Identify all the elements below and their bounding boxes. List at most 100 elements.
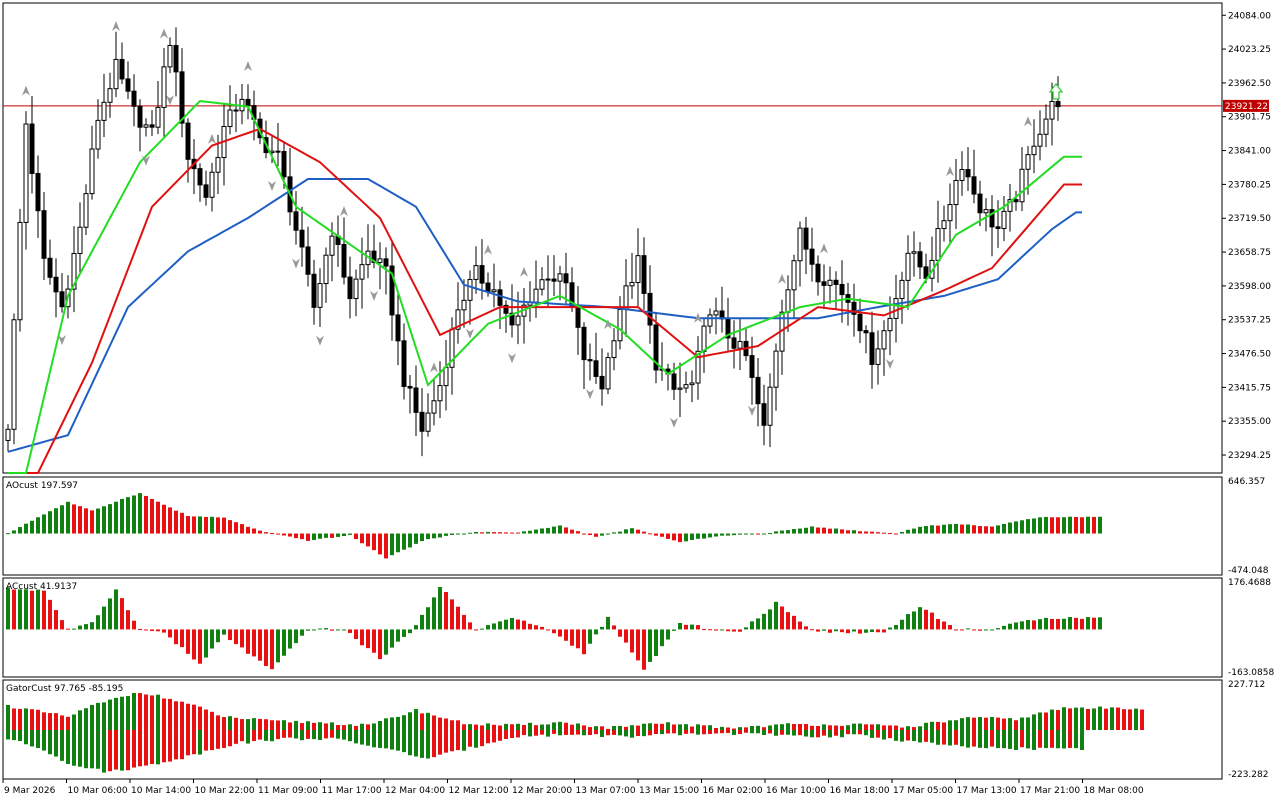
ao-bar bbox=[582, 533, 586, 535]
ac-bar bbox=[906, 614, 910, 630]
gator-lower-bar bbox=[720, 729, 724, 734]
ao-bar bbox=[954, 523, 958, 534]
ao-bar bbox=[786, 530, 790, 534]
fractal-up-icon bbox=[430, 362, 438, 373]
ac-bar bbox=[126, 610, 130, 630]
ao-bar bbox=[1014, 521, 1018, 534]
ac-bar bbox=[474, 629, 478, 631]
ao-bar bbox=[360, 533, 364, 544]
fractal-down-icon bbox=[586, 389, 594, 400]
time-axis-label: 17 Mar 13:00 bbox=[957, 786, 1017, 796]
gator-upper-bar bbox=[12, 708, 16, 730]
candle-bear bbox=[125, 78, 131, 92]
ac-bar bbox=[882, 629, 886, 633]
fractal-down-icon bbox=[268, 180, 276, 191]
gator-lower-bar bbox=[552, 729, 556, 734]
gator-upper-bar bbox=[114, 697, 118, 730]
ao-bar bbox=[738, 533, 742, 535]
candle-bear bbox=[311, 273, 317, 308]
ac-bar bbox=[42, 590, 46, 630]
candle-bull bbox=[875, 348, 881, 365]
gator-upper-bar bbox=[864, 724, 868, 730]
gator-upper-bar bbox=[486, 723, 490, 730]
ac-bar bbox=[54, 610, 58, 630]
ac-bar bbox=[102, 606, 106, 630]
ac-bar bbox=[426, 607, 430, 630]
ac-bar bbox=[234, 629, 238, 645]
ac-bar bbox=[1044, 617, 1048, 630]
fractal-up-icon bbox=[946, 166, 954, 177]
gator-upper-bar bbox=[954, 720, 958, 730]
ac-bar bbox=[606, 616, 610, 630]
candle-bear bbox=[755, 376, 761, 405]
gator-lower-bar bbox=[600, 729, 604, 738]
price-axis-label: 23719.50 bbox=[1228, 214, 1271, 224]
gator-lower-bar bbox=[450, 729, 454, 752]
ac-bar bbox=[852, 629, 856, 632]
gator-lower-bar bbox=[774, 729, 778, 736]
candle-bull bbox=[1049, 100, 1055, 120]
candle-bear bbox=[389, 265, 395, 316]
ac-bar bbox=[972, 629, 976, 631]
candle-bull bbox=[461, 299, 467, 311]
gator-lower-bar bbox=[768, 729, 772, 734]
ac-bar bbox=[240, 629, 244, 648]
time-axis-label: 12 Mar 20:00 bbox=[512, 786, 572, 796]
ao-bar bbox=[516, 532, 520, 534]
ao-bar bbox=[126, 497, 130, 534]
time-axis-label: 11 Mar 09:00 bbox=[258, 786, 318, 796]
gator-lower-bar bbox=[624, 729, 628, 737]
gator-lower-bar bbox=[1068, 729, 1072, 748]
ao-bar bbox=[144, 495, 148, 534]
gator-lower-bar bbox=[438, 729, 442, 755]
ao-bar bbox=[198, 516, 202, 534]
gator-upper-bar bbox=[582, 725, 586, 730]
gator-lower-bar bbox=[54, 729, 58, 757]
ac-bar bbox=[282, 629, 286, 656]
ao-bar bbox=[762, 533, 766, 535]
gator-lower-bar bbox=[762, 729, 766, 735]
gator-lower-bar bbox=[930, 729, 934, 743]
ao-bar bbox=[378, 533, 382, 555]
ac-bar bbox=[300, 629, 304, 636]
pane-frame-price bbox=[2, 2, 1223, 474]
ao-bar bbox=[672, 533, 676, 541]
ac-bar bbox=[114, 589, 118, 630]
ao-bar bbox=[534, 529, 538, 534]
ao-bar bbox=[642, 531, 646, 534]
ac-bar bbox=[198, 629, 202, 664]
gator-lower-bar bbox=[444, 729, 448, 753]
gator-lower-bar bbox=[348, 729, 352, 742]
candle-bear bbox=[821, 281, 827, 286]
candle-bull bbox=[959, 169, 965, 181]
gator-lower-bar bbox=[516, 729, 520, 738]
gator-lower-bar bbox=[318, 729, 322, 740]
candle-bear bbox=[203, 184, 209, 198]
gator-upper-bar bbox=[756, 725, 760, 730]
gator-upper-bar bbox=[96, 702, 100, 730]
ao-bar bbox=[324, 533, 328, 538]
gator-upper-bar bbox=[186, 703, 190, 730]
ac-bar bbox=[672, 629, 676, 631]
ao-bar bbox=[306, 533, 310, 541]
ac-bar bbox=[654, 629, 658, 657]
time-axis-label: 11 Mar 17:00 bbox=[322, 786, 382, 796]
gator-lower-bar bbox=[462, 729, 466, 751]
alligator-teeth-line bbox=[8, 127, 1082, 474]
candle-bull bbox=[899, 279, 905, 300]
candle-bull bbox=[701, 325, 707, 352]
gator-lower-bar bbox=[126, 729, 130, 771]
ao-bar bbox=[174, 510, 178, 534]
gator-lower-bar bbox=[852, 729, 856, 735]
ao-axis-max: 646.357 bbox=[1228, 477, 1265, 487]
gator-upper-bar bbox=[1008, 718, 1012, 730]
ac-bar bbox=[444, 592, 448, 630]
gator-upper-bar bbox=[234, 717, 238, 730]
candle-bull bbox=[143, 124, 149, 128]
ao-bar bbox=[1062, 517, 1066, 534]
gator-lower-bar bbox=[726, 729, 730, 733]
gator-lower-bar bbox=[90, 729, 94, 769]
ao-bar bbox=[414, 533, 418, 544]
